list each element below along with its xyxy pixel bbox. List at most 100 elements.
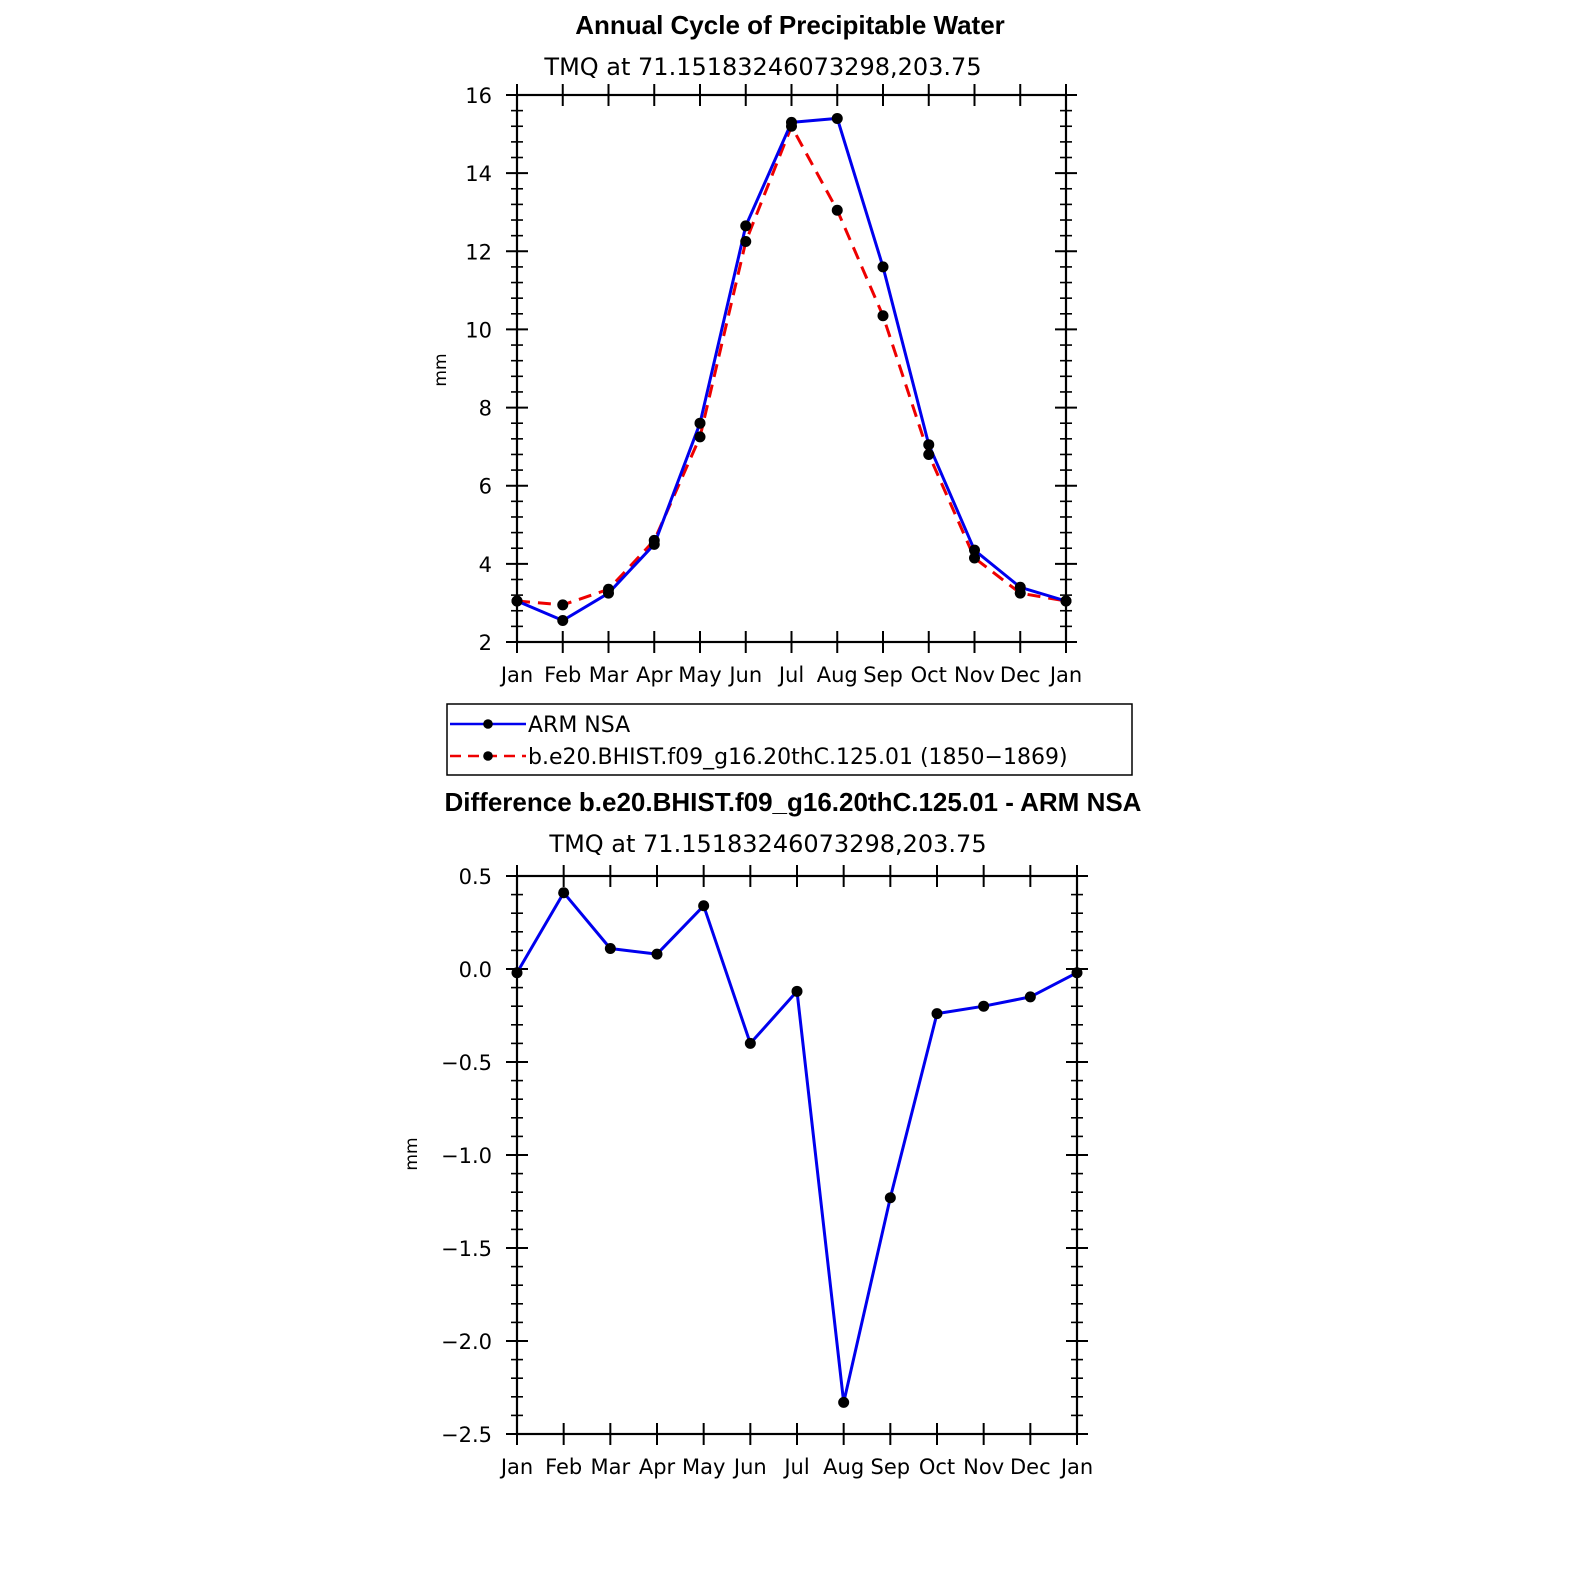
x-tick-label: Mar: [589, 663, 629, 687]
data-point: [931, 1008, 943, 1020]
y-tick-label: 2: [479, 631, 492, 655]
x-tick-label: Jun: [732, 1455, 767, 1479]
x-tick-label: Apr: [636, 663, 673, 687]
data-point: [651, 948, 663, 960]
x-tick-label: Jan: [499, 663, 533, 687]
x-tick-label: Feb: [545, 1455, 582, 1479]
y-tick-label: 14: [465, 162, 492, 186]
x-tick-label: Jan: [499, 1455, 533, 1479]
series-points: [511, 112, 1072, 627]
data-point: [604, 943, 616, 955]
chart-title: Annual Cycle of Precipitable Water: [575, 10, 1005, 40]
y-tick-label: 12: [465, 240, 492, 264]
data-point: [694, 431, 706, 443]
data-point: [1014, 587, 1026, 599]
axis-ticks: [506, 865, 1088, 1445]
series-lines: [515, 891, 1078, 1404]
data-point: [923, 439, 935, 451]
data-point: [831, 204, 843, 216]
x-tick-label: Feb: [544, 663, 581, 687]
y-tick-label: −0.5: [441, 1051, 492, 1075]
y-axis-label: mm: [402, 1137, 422, 1170]
x-tick-labels: Jan Feb Mar Apr May Jun Jul Aug Sep Oct Nov Dec Jan: [499, 663, 1082, 687]
x-tick-label: Mar: [591, 1455, 631, 1479]
series-line-0: [515, 891, 1078, 1404]
data-point: [744, 1037, 756, 1049]
data-point: [740, 220, 752, 232]
x-tick-labels: Jan Feb Mar Apr May Jun Jul Aug Sep Oct Nov Dec Jan: [499, 1455, 1093, 1479]
y-tick-labels: −2.5 −2.0 −1.5 −1.0 −0.5 0.0 0.5: [441, 865, 492, 1447]
series-line-1: [516, 124, 1067, 607]
y-tick-labels: 2 4 6 8 10 12 14 16: [465, 84, 492, 655]
x-tick-label: Sep: [871, 1455, 911, 1479]
data-point: [978, 1000, 990, 1012]
data-point: [1024, 991, 1036, 1003]
x-tick-label: Aug: [823, 1455, 864, 1479]
chart-title: Difference b.e20.BHIST.f09_g16.20thC.125…: [445, 787, 1142, 817]
x-tick-label: Nov: [954, 663, 995, 687]
x-tick-label: Aug: [817, 663, 858, 687]
x-tick-label: Dec: [1000, 663, 1041, 687]
x-tick-label: Dec: [1010, 1455, 1051, 1479]
legend: ARM NSA b.e20.BHIST.f09_g16.20thC.125.01…: [446, 703, 1133, 776]
series-lines: [516, 116, 1067, 622]
chart-subtitle: TMQ at 71.15183246073298,203.75: [548, 830, 986, 858]
legend-box: [446, 703, 1133, 776]
x-tick-label: Jul: [782, 1455, 809, 1479]
data-point: [831, 112, 843, 124]
data-point: [877, 261, 889, 273]
series-points: [511, 887, 1083, 1408]
x-tick-label: Jan: [1059, 1455, 1093, 1479]
y-tick-label: 6: [479, 475, 492, 499]
y-tick-label: 16: [465, 84, 492, 108]
x-tick-label: Jul: [777, 663, 804, 687]
difference-chart: Difference b.e20.BHIST.f09_g16.20thC.125…: [402, 787, 1142, 1479]
data-point: [698, 900, 710, 912]
legend-label-arm-nsa: ARM NSA: [528, 713, 630, 738]
plot-frame: [515, 874, 1079, 1436]
axis-ticks: [506, 84, 1077, 653]
x-tick-label: Nov: [963, 1455, 1004, 1479]
y-tick-label: 10: [465, 318, 492, 342]
data-point: [786, 120, 797, 132]
data-point: [740, 236, 752, 248]
chart-subtitle: TMQ at 71.15183246073298,203.75: [543, 53, 981, 81]
y-tick-label: 0.5: [459, 865, 492, 889]
legend-label-model: b.e20.BHIST.f09_g16.20thC.125.01 (1850−1…: [528, 745, 1068, 770]
data-point: [884, 1192, 896, 1204]
x-tick-label: Jan: [1048, 663, 1082, 687]
legend-marker-arm-nsa: [483, 719, 493, 729]
y-tick-label: −2.0: [441, 1330, 492, 1354]
legend-marker-model: [483, 751, 493, 761]
data-point: [694, 417, 706, 429]
x-tick-label: Oct: [919, 1455, 955, 1479]
data-point: [969, 544, 980, 556]
data-point: [969, 552, 980, 564]
x-tick-label: Sep: [863, 663, 903, 687]
y-tick-label: 0.0: [459, 958, 492, 982]
data-point: [557, 615, 569, 627]
x-tick-label: May: [682, 1455, 725, 1479]
plot-frame: [515, 93, 1068, 644]
data-point: [558, 887, 570, 899]
y-tick-label: −1.0: [441, 1144, 492, 1168]
data-point: [791, 985, 803, 997]
y-tick-label: −2.5: [441, 1423, 492, 1447]
y-axis-label: mm: [431, 353, 451, 386]
x-tick-label: Jun: [727, 663, 762, 687]
y-tick-label: −1.5: [441, 1237, 492, 1261]
data-point: [603, 583, 614, 595]
x-tick-label: Oct: [911, 663, 947, 687]
data-point: [923, 448, 935, 460]
series-line-0: [516, 116, 1067, 622]
x-tick-label: Apr: [639, 1455, 676, 1479]
x-tick-label: May: [678, 663, 721, 687]
y-tick-label: 4: [479, 553, 492, 577]
data-point: [648, 534, 660, 546]
data-point: [557, 599, 569, 611]
y-tick-label: 8: [479, 397, 492, 421]
data-point: [877, 310, 889, 322]
data-point: [838, 1396, 850, 1408]
precipitable-water-chart: Annual Cycle of Precipitable Water TMQ a…: [431, 10, 1082, 687]
